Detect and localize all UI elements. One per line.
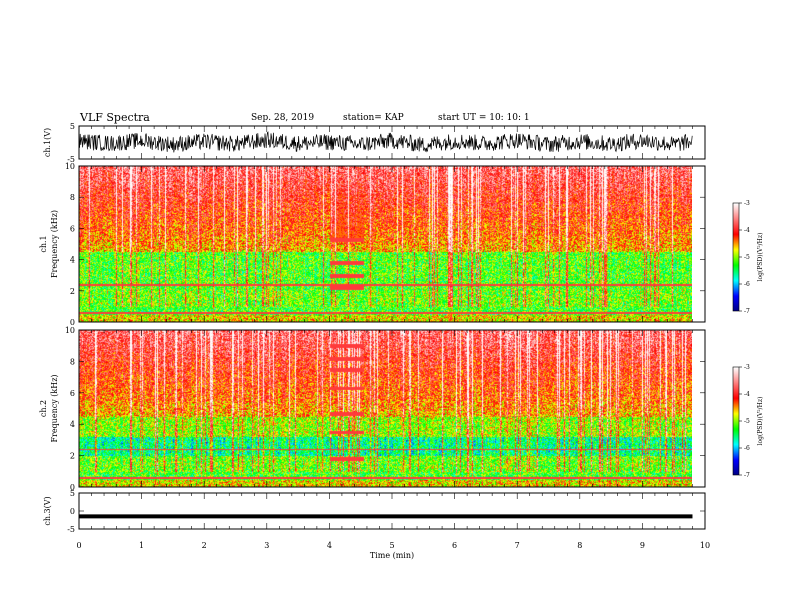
y-tick-label: 0 — [70, 507, 75, 516]
y-tick-label: 4 — [70, 420, 75, 429]
ch1-colorbar-tick-label: -7 — [744, 308, 750, 315]
y-tick-label: 6 — [70, 224, 75, 233]
figure-title: VLF Spectra — [80, 111, 150, 124]
ch1-waveform-line — [78, 131, 693, 153]
ch2-colorbar-tick-label: -6 — [744, 445, 750, 452]
y-tick-label: 5 — [70, 122, 75, 131]
y-tick-label: 8 — [70, 193, 75, 202]
x-tick-label: 3 — [264, 541, 269, 550]
ch1-spectro-ylabel-1: ch.1 — [39, 235, 48, 252]
ch1-colorbar-tick-label: -4 — [744, 227, 750, 234]
y-tick-label: 10 — [65, 162, 75, 171]
y-tick-label: -5 — [67, 155, 75, 164]
figure-station: station= KAP — [343, 113, 404, 123]
x-tick-label: 0 — [76, 541, 81, 550]
ch2-colorbar-tick-label: -3 — [744, 364, 750, 371]
y-tick-label: 2 — [70, 452, 75, 461]
y-tick-label: 6 — [70, 389, 75, 398]
y-tick-label: 8 — [70, 357, 75, 366]
x-tick-label: 7 — [515, 541, 520, 550]
ch1-spectrogram-image — [79, 166, 692, 322]
y-tick-label: -5 — [67, 525, 75, 534]
ch1-colorbar-tick-label: -5 — [744, 254, 750, 261]
ch3-waveform-ylabel: ch.3(V) — [43, 496, 52, 525]
ch2-spectro-ylabel-2: Frequency (kHz) — [50, 374, 59, 442]
x-tick-label: 9 — [640, 541, 645, 550]
ch1-colorbar-gradient — [733, 203, 739, 311]
ch2-colorbar-tick-label: -7 — [744, 472, 750, 479]
ch1-colorbar-label: log(PSD)(V²/Hz) — [757, 233, 764, 282]
ch1-colorbar-tick-label: -6 — [744, 281, 750, 288]
ch2-colorbar-label: log(PSD)(V²/Hz) — [757, 397, 764, 446]
ch1-spectro-ylabel-2: Frequency (kHz) — [50, 210, 59, 278]
x-tick-label: 4 — [327, 541, 332, 550]
ch1-waveform-ylabel: ch.1(V) — [43, 128, 52, 157]
ch2-colorbar-tick-label: -5 — [744, 418, 750, 425]
x-tick-label: 1 — [139, 541, 144, 550]
ch2-colorbar-tick-label: -4 — [744, 391, 750, 398]
x-tick-label: 2 — [202, 541, 207, 550]
y-tick-label: 4 — [70, 256, 75, 265]
x-tick-label: 5 — [389, 541, 394, 550]
x-tick-label: 8 — [577, 541, 582, 550]
x-axis-label: Time (min) — [370, 551, 414, 560]
ch1-colorbar-tick-label: -3 — [744, 200, 750, 207]
ch2-colorbar-gradient — [733, 367, 739, 475]
x-tick-label: 10 — [700, 541, 710, 550]
y-tick-label: 2 — [70, 287, 75, 296]
ch2-spectrogram-image — [79, 330, 692, 487]
y-tick-label: 5 — [70, 489, 75, 498]
x-tick-label: 6 — [452, 541, 457, 550]
y-tick-label: 0 — [70, 483, 75, 492]
figure-start-time: start UT = 10: 10: 1 — [438, 113, 530, 123]
ch2-spectro-ylabel-1: ch.2 — [39, 400, 48, 417]
y-tick-label: 0 — [70, 318, 75, 327]
figure-date: Sep. 28, 2019 — [251, 113, 315, 123]
y-tick-label: 10 — [65, 326, 75, 335]
